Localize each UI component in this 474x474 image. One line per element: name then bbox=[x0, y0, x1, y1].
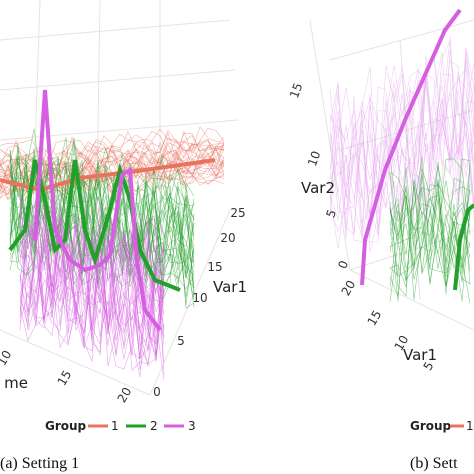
axis-label: Var1 bbox=[213, 278, 247, 296]
tick-label: 15 bbox=[287, 81, 305, 100]
trajectory bbox=[389, 171, 471, 285]
tick-label: 15 bbox=[365, 308, 385, 328]
tick-label: 10 bbox=[392, 333, 412, 353]
trajectory bbox=[329, 36, 474, 207]
trajectory bbox=[329, 56, 474, 209]
tick-label: 10 bbox=[305, 149, 323, 168]
trajectory bbox=[329, 78, 474, 215]
tick-label: 20 bbox=[220, 231, 235, 245]
group-2-mean-b bbox=[453, 203, 474, 291]
trajectory bbox=[329, 72, 474, 234]
trajectory bbox=[9, 148, 195, 278]
tick-label: 20 bbox=[339, 278, 359, 298]
trajectory bbox=[329, 67, 474, 232]
trajectory bbox=[329, 92, 474, 242]
trajectory bbox=[329, 59, 474, 228]
trajectory bbox=[389, 180, 471, 285]
group-1-mean bbox=[0, 158, 216, 193]
tick-label: 15 bbox=[207, 260, 222, 274]
group-3-mean bbox=[33, 89, 162, 332]
trajectory bbox=[19, 218, 165, 363]
tick-label: 0 bbox=[153, 385, 161, 399]
trajectory bbox=[389, 178, 471, 297]
group-3-mean-b bbox=[360, 8, 462, 286]
trajectory bbox=[19, 230, 165, 346]
axis-label: Var2 bbox=[301, 179, 335, 197]
trajectory bbox=[19, 227, 165, 331]
axis-label: Var1 bbox=[403, 346, 437, 364]
legend-label: 1 bbox=[466, 419, 474, 433]
caption: (a) Setting 1 bbox=[0, 455, 79, 472]
legend-title: Group bbox=[410, 419, 452, 433]
trajectory bbox=[389, 167, 471, 276]
caption: (b) Sett bbox=[410, 455, 458, 472]
trajectory bbox=[19, 231, 165, 365]
legend-label: 1 bbox=[111, 419, 119, 433]
tick-label: 10 bbox=[192, 291, 207, 305]
trajectory bbox=[329, 62, 474, 226]
tick-label: 20 bbox=[115, 385, 135, 405]
trajectory bbox=[389, 185, 471, 273]
tick-label: 0 bbox=[335, 259, 351, 271]
axis-label: me bbox=[4, 374, 28, 392]
legend-label: 2 bbox=[150, 419, 158, 433]
trajectory bbox=[389, 183, 471, 282]
trajectory bbox=[329, 49, 474, 214]
tick-label: 15 bbox=[55, 368, 75, 388]
tick-label: 25 bbox=[230, 206, 245, 220]
trajectory bbox=[389, 156, 471, 261]
tick-label: 5 bbox=[323, 208, 339, 220]
tick-label: 5 bbox=[177, 334, 185, 348]
legend-title: Group bbox=[45, 419, 87, 433]
trajectory bbox=[329, 57, 474, 236]
trajectory bbox=[19, 241, 165, 376]
trajectory bbox=[19, 205, 165, 355]
legend-label: 3 bbox=[188, 419, 196, 433]
